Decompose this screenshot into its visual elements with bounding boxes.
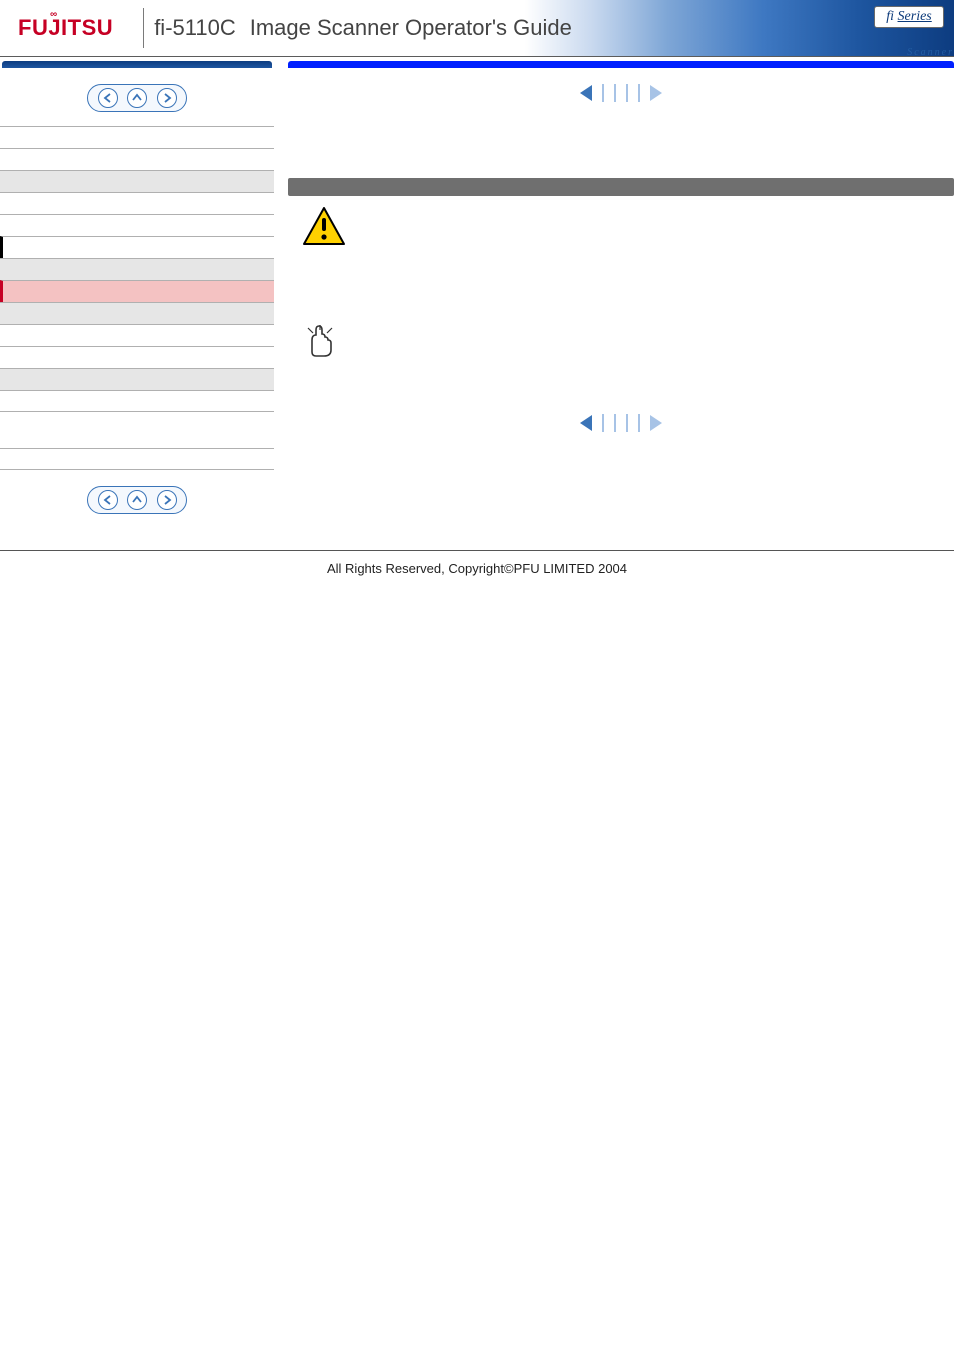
sidebar-spacer (0, 412, 274, 448)
logo-area: FUJITSU ∞ (0, 0, 125, 56)
hand-pointer-icon (302, 322, 346, 367)
sidebar-item[interactable] (0, 258, 274, 280)
header-divider (143, 8, 144, 48)
series-badge-text: fi Series (886, 9, 932, 25)
nav-forward-button[interactable] (157, 88, 177, 108)
pager-tick[interactable] (638, 414, 640, 432)
arrow-right-icon (162, 93, 172, 103)
pager-next-button[interactable] (650, 415, 662, 431)
sidebar-item[interactable] (0, 192, 274, 214)
sidebar-rows (0, 126, 274, 412)
page-title: Image Scanner Operator's Guide (250, 15, 572, 41)
warning-triangle-icon (302, 206, 346, 251)
pager-tick[interactable] (602, 414, 604, 432)
series-badge: fi Series (874, 6, 944, 28)
sidebar-item[interactable] (0, 390, 274, 412)
sidebar (0, 57, 274, 528)
sidebar-item[interactable] (0, 214, 274, 236)
sidebar-item[interactable] (0, 170, 274, 192)
sidebar-item[interactable] (0, 368, 274, 390)
pager-bottom (288, 392, 954, 446)
arrow-left-icon (103, 93, 113, 103)
caution-body (358, 206, 948, 270)
arrow-left-icon (103, 495, 113, 505)
pager-tick[interactable] (614, 414, 616, 432)
pager-tick[interactable] (638, 84, 640, 102)
nav-up-button[interactable] (127, 88, 147, 108)
arrow-right-icon (162, 495, 172, 505)
nav-forward-button[interactable] (157, 490, 177, 510)
sidebar-item[interactable] (0, 448, 274, 470)
banner-decor: Scanner (907, 47, 954, 58)
sidebar-rows-lower (0, 448, 274, 470)
pager-top (288, 68, 954, 114)
hint-body (358, 322, 948, 386)
hint-callout (288, 312, 954, 392)
content-column (274, 57, 954, 528)
pager-tick[interactable] (626, 84, 628, 102)
arrow-up-icon (132, 93, 142, 103)
sidebar-accent (2, 61, 272, 68)
pager-tick[interactable] (602, 84, 604, 102)
sidebar-item-active[interactable] (0, 280, 274, 302)
nav-pill (87, 486, 187, 514)
sidebar-item[interactable] (0, 302, 274, 324)
nav-up-button[interactable] (127, 490, 147, 510)
pager-prev-button[interactable] (580, 85, 592, 101)
sidebar-nav-bottom (0, 470, 274, 528)
pager-prev-button[interactable] (580, 415, 592, 431)
nav-pill (87, 84, 187, 112)
sidebar-item[interactable] (0, 126, 274, 148)
fujitsu-logo: FUJITSU ∞ (18, 15, 113, 41)
main-area (0, 57, 954, 528)
content-accent (288, 61, 954, 68)
sidebar-nav-top (0, 68, 274, 126)
section-band (288, 178, 954, 196)
header-banner: FUJITSU ∞ fi-5110C Image Scanner Operato… (0, 0, 954, 57)
nav-back-button[interactable] (98, 88, 118, 108)
brand-text: FUJITSU (18, 15, 113, 40)
nav-back-button[interactable] (98, 490, 118, 510)
arrow-up-icon (132, 495, 142, 505)
pager-tick[interactable] (614, 84, 616, 102)
sidebar-item-current-section[interactable] (0, 236, 274, 258)
sidebar-item[interactable] (0, 324, 274, 346)
model-number: fi-5110C (154, 15, 236, 41)
pager-next-button[interactable] (650, 85, 662, 101)
sidebar-item[interactable] (0, 148, 274, 170)
pager-tick[interactable] (626, 414, 628, 432)
caution-callout (288, 196, 954, 276)
footer-copyright: All Rights Reserved, Copyright©PFU LIMIT… (0, 551, 954, 580)
sidebar-item[interactable] (0, 346, 274, 368)
logo-infinity-icon: ∞ (50, 9, 58, 20)
